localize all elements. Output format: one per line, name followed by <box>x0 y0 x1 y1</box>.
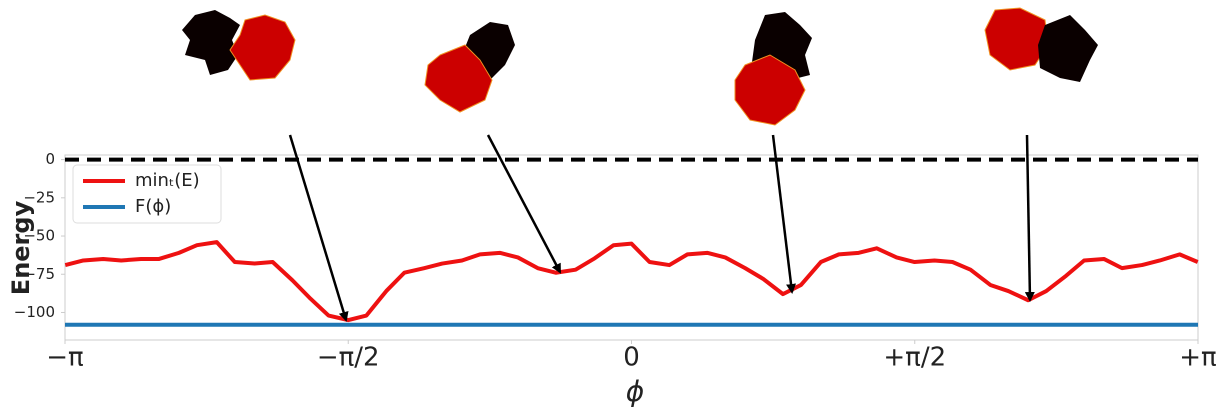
arrow <box>288 134 349 322</box>
x-tick-label: +π <box>1179 343 1216 373</box>
x-tick-label: +π/2 <box>883 343 946 373</box>
x-tick-label: 0 <box>623 343 640 373</box>
legend: minₜ(E) F(ϕ) <box>72 164 222 224</box>
piece-black <box>182 10 240 75</box>
pieces <box>182 7 1098 126</box>
piece-red <box>734 54 806 126</box>
arrow <box>1024 134 1035 302</box>
piece-red <box>984 7 1049 71</box>
x-tick-label: −π <box>46 343 83 373</box>
piece-black <box>1038 15 1098 82</box>
y-tick-label: 0 <box>45 150 55 168</box>
y-tick-label: −75 <box>23 265 55 283</box>
arrows <box>288 134 1035 322</box>
y-axis-label: Energy <box>7 200 35 295</box>
y-tick-label: −50 <box>23 227 55 245</box>
x-axis-label: ϕ <box>626 375 644 408</box>
piece-red <box>424 44 493 113</box>
legend-label: minₜ(E) <box>135 170 200 191</box>
arrow <box>771 134 797 294</box>
plot <box>64 157 1199 327</box>
x-tick-label: −π/2 <box>317 343 380 373</box>
y-tick-label: −25 <box>23 188 55 206</box>
series-line <box>64 240 1199 323</box>
piece-red <box>229 14 296 81</box>
y-tick-label: −100 <box>14 303 55 321</box>
legend-label: F(ϕ) <box>135 196 171 217</box>
arrow <box>486 134 562 274</box>
